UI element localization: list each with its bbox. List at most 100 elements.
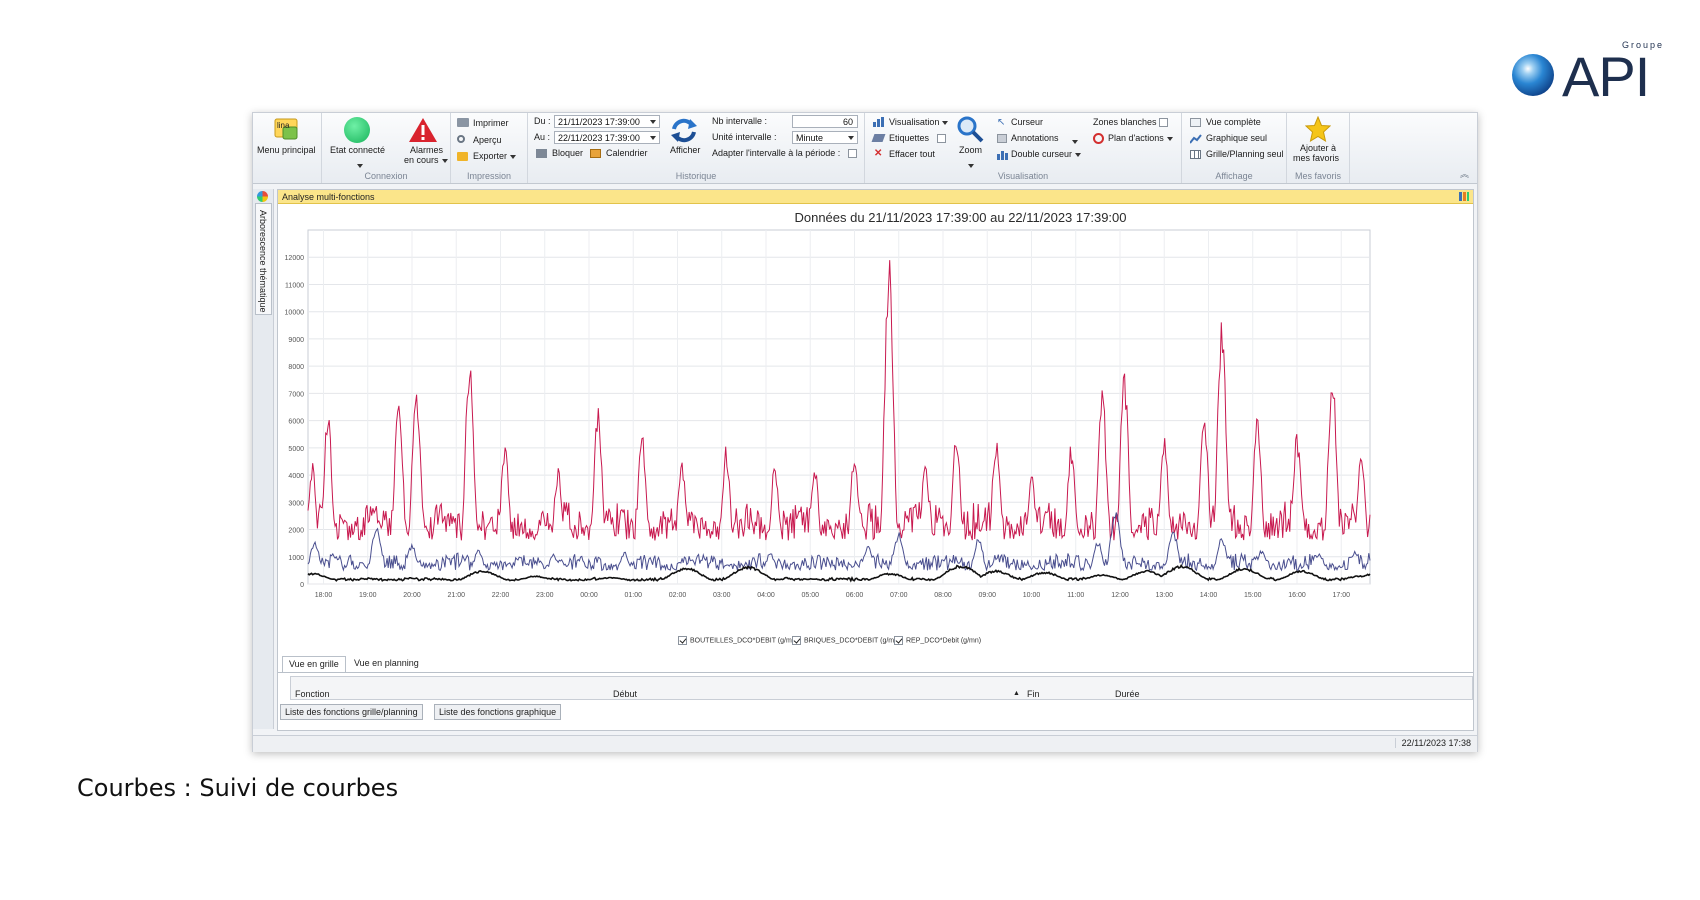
menu-principal-button[interactable]: lina bbox=[273, 117, 301, 146]
legend-checkbox[interactable] bbox=[792, 636, 801, 645]
alarmes-label-1[interactable]: Alarmes bbox=[410, 145, 444, 155]
liste-fonctions-grille-button[interactable]: Liste des fonctions grille/planning bbox=[280, 704, 423, 720]
x-tick-label: 15:00 bbox=[1244, 592, 1262, 599]
double-curseur-dropdown[interactable]: Double curseur bbox=[1011, 149, 1082, 159]
afficher-button[interactable]: Afficher bbox=[670, 145, 701, 155]
visualisation-group-label: Visualisation bbox=[997, 171, 1049, 181]
x-tick-label: 17:00 bbox=[1332, 592, 1350, 599]
series-line-2 bbox=[307, 260, 1371, 541]
connexion-group-label: Connexion bbox=[364, 171, 408, 181]
svg-text:lina: lina bbox=[277, 121, 290, 130]
menu-group: lina Menu principal bbox=[253, 113, 322, 183]
status-datetime: 22/11/2023 17:38 bbox=[1394, 738, 1471, 748]
bloquer-icon bbox=[536, 149, 547, 158]
panel-chart-icon[interactable] bbox=[1459, 192, 1469, 201]
ajouter-favoris-label-2[interactable]: mes favoris bbox=[1293, 153, 1340, 163]
status-bar: 22/11/2023 17:38 bbox=[253, 735, 1477, 752]
imprimer-button[interactable]: Imprimer bbox=[473, 118, 509, 128]
curseur-button[interactable]: Curseur bbox=[1011, 117, 1044, 127]
y-tick-label: 12000 bbox=[285, 255, 305, 262]
grille-planning-seul-button[interactable]: Grille/Planning seul bbox=[1206, 149, 1284, 159]
bloquer-button[interactable]: Bloquer bbox=[552, 148, 584, 158]
etat-connecte-label[interactable]: Etat connecté bbox=[330, 145, 386, 155]
liste-fonctions-graphique-button[interactable]: Liste des fonctions graphique bbox=[434, 704, 562, 720]
x-tick-label: 14:00 bbox=[1200, 592, 1218, 599]
slide-caption: Courbes : Suivi de courbes bbox=[77, 774, 399, 802]
alarmes-label-2[interactable]: en cours bbox=[404, 155, 448, 165]
col-duree[interactable]: Durée bbox=[1115, 689, 1140, 699]
legend-item-3[interactable]: REP_DCO*Debit (g/mn) bbox=[894, 636, 981, 645]
menu-principal-label[interactable]: Menu principal bbox=[257, 145, 316, 155]
etiquettes-label: Etiquettes bbox=[889, 133, 930, 143]
col-fin[interactable]: Fin bbox=[1027, 689, 1040, 699]
etat-connecte-icon[interactable] bbox=[344, 117, 370, 143]
zoom-magnifier-icon[interactable] bbox=[955, 115, 985, 143]
au-date-field[interactable]: 22/11/2023 17:39:00 bbox=[554, 131, 660, 144]
legend-checkbox[interactable] bbox=[894, 636, 903, 645]
plan-actions-dropdown[interactable]: Plan d'actions bbox=[1108, 133, 1173, 143]
analysis-panel: Analyse multi-fonctions Données du 21/11… bbox=[277, 189, 1474, 731]
series-line-1 bbox=[307, 512, 1371, 572]
apercu-button[interactable]: Aperçu bbox=[473, 135, 502, 145]
x-tick-label: 21:00 bbox=[447, 592, 465, 599]
visualisation-group: Visualisation Etiquettes ✕ Effacer tout … bbox=[865, 113, 1182, 183]
refresh-arrows-icon[interactable] bbox=[670, 117, 698, 143]
legend-label: BOUTEILLES_DCO*DEBIT (g/mn) bbox=[690, 637, 799, 645]
nb-intervalle-input[interactable]: 60 bbox=[792, 115, 858, 128]
tab-vue-en-grille[interactable]: Vue en grille bbox=[282, 656, 346, 672]
panel-title: Analyse multi-fonctions bbox=[282, 192, 375, 202]
annotations-dropdown[interactable] bbox=[1069, 133, 1078, 151]
y-tick-label: 1000 bbox=[288, 555, 304, 562]
zones-blanches-checkbox[interactable] bbox=[1159, 118, 1168, 127]
view-tabs: Vue en grille Vue en planning bbox=[278, 654, 1473, 673]
impression-group: Imprimer Aperçu Exporter Impression bbox=[451, 113, 528, 183]
annotations-icon bbox=[997, 134, 1007, 143]
favoris-group: Ajouter à mes favoris Mes favoris bbox=[1287, 113, 1350, 183]
sort-ascending-icon: ▲ bbox=[1013, 690, 1020, 697]
unite-intervalle-label: Unité intervalle : bbox=[712, 132, 777, 142]
legend-checkbox[interactable] bbox=[678, 636, 687, 645]
etiquettes-checkbox[interactable] bbox=[937, 134, 946, 143]
x-tick-label: 22:00 bbox=[492, 592, 510, 599]
exporter-button[interactable]: Exporter bbox=[473, 151, 517, 161]
vue-complete-button[interactable]: Vue complète bbox=[1206, 117, 1261, 127]
x-tick-label: 20:00 bbox=[403, 592, 421, 599]
ajouter-favoris-label-1[interactable]: Ajouter à bbox=[1300, 143, 1337, 153]
api-logo: Groupe API bbox=[1508, 40, 1668, 108]
tab-vue-en-planning[interactable]: Vue en planning bbox=[354, 658, 419, 668]
unite-intervalle-select[interactable]: Minute bbox=[792, 131, 858, 144]
zoom-button[interactable]: Zoom bbox=[959, 145, 983, 155]
historique-group-label: Historique bbox=[675, 171, 717, 181]
legend-item-1[interactable]: BOUTEILLES_DCO*DEBIT (g/mn) bbox=[678, 636, 798, 645]
apercu-magnifier-icon bbox=[457, 135, 465, 143]
x-tick-label: 03:00 bbox=[713, 592, 731, 599]
x-tick-label: 07:00 bbox=[890, 592, 908, 599]
col-debut[interactable]: Début bbox=[613, 689, 638, 699]
collapse-ribbon-icon[interactable]: ︽ bbox=[1459, 169, 1469, 179]
col-fonction[interactable]: Fonction bbox=[295, 689, 330, 699]
calendrier-button[interactable]: Calendrier bbox=[606, 148, 648, 158]
effacer-tout-button[interactable]: Effacer tout bbox=[889, 149, 935, 159]
star-icon[interactable] bbox=[1305, 116, 1331, 142]
logo-groupe-text: Groupe bbox=[1621, 40, 1664, 50]
printer-icon bbox=[457, 118, 469, 127]
du-date-field[interactable]: 21/11/2023 17:39:00 bbox=[554, 115, 660, 128]
annotations-button[interactable]: Annotations bbox=[1011, 133, 1059, 143]
ribbon-toolbar: lina Menu principal Etat connecté Alarme… bbox=[253, 113, 1477, 184]
etat-connecte-dropdown[interactable] bbox=[354, 157, 363, 175]
historique-group: Du : 21/11/2023 17:39:00 Au : 22/11/2023… bbox=[528, 113, 865, 183]
alarm-warning-icon[interactable] bbox=[408, 117, 438, 143]
legend-item-2[interactable]: BRIQUES_DCO*DEBIT (g/mn) bbox=[792, 636, 900, 645]
arborescence-tab[interactable]: Arborescence thématique bbox=[255, 203, 272, 315]
logo-api-text: API bbox=[1562, 45, 1650, 108]
grid-header: Fonction Début ▲ Fin Durée bbox=[290, 676, 1473, 700]
x-tick-label: 09:00 bbox=[978, 592, 996, 599]
visualisation-dropdown[interactable]: Visualisation bbox=[889, 117, 949, 127]
graphique-seul-button[interactable]: Graphique seul bbox=[1206, 133, 1268, 143]
zoom-dropdown[interactable] bbox=[965, 157, 974, 175]
legend-label: BRIQUES_DCO*DEBIT (g/mn) bbox=[804, 637, 901, 645]
y-tick-label: 6000 bbox=[288, 419, 304, 426]
du-label: Du : bbox=[534, 116, 551, 126]
x-tick-label: 05:00 bbox=[801, 592, 819, 599]
adapter-intervalle-checkbox[interactable] bbox=[848, 149, 857, 158]
